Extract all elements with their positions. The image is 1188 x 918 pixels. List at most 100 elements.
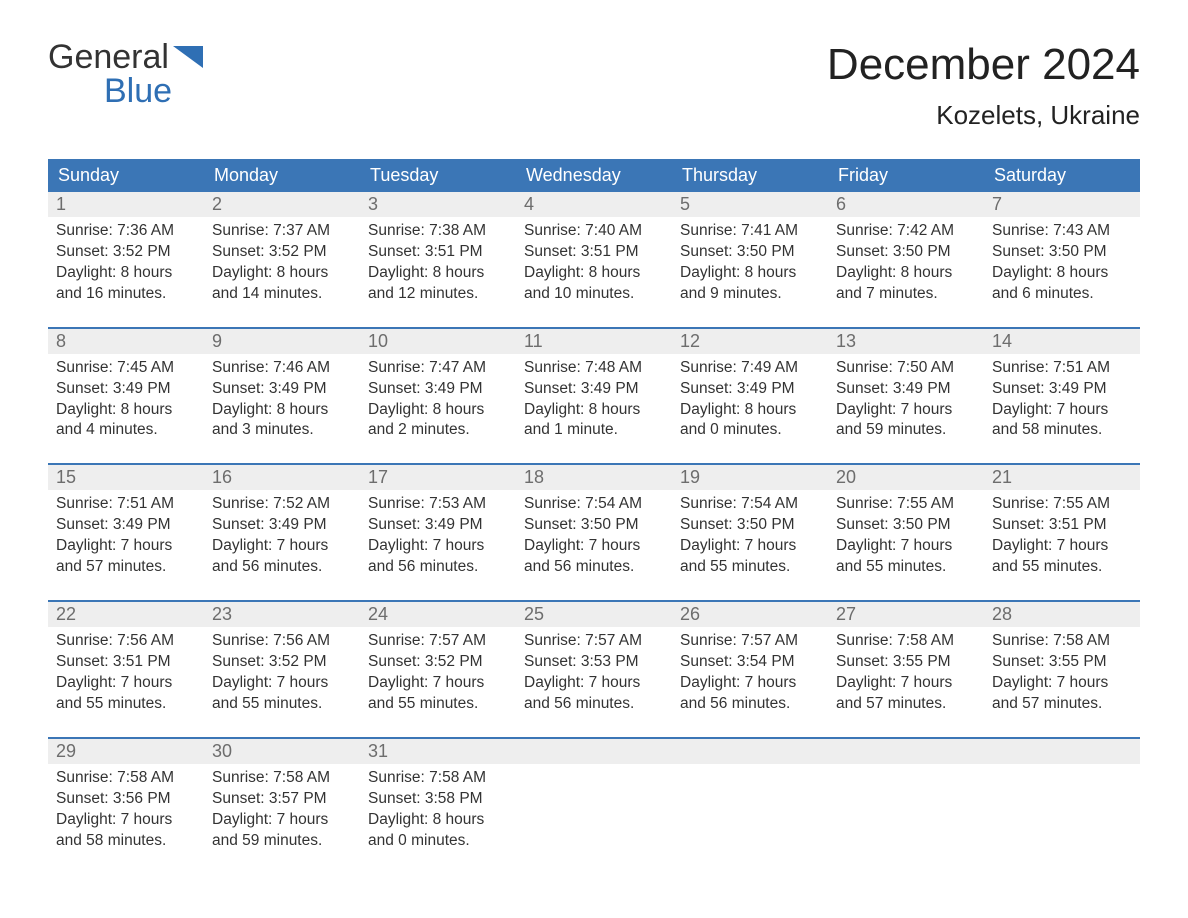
sunset-text: Sunset: 3:50 PM	[836, 515, 976, 536]
daylight-line2: and 0 minutes.	[368, 831, 508, 852]
sunset-text: Sunset: 3:49 PM	[212, 379, 352, 400]
week-wrapper: 1234567Sunrise: 7:36 AMSunset: 3:52 PMDa…	[48, 192, 1140, 313]
day-number: 19	[672, 465, 828, 490]
sunset-text: Sunset: 3:49 PM	[680, 379, 820, 400]
day-cell: Sunrise: 7:56 AMSunset: 3:51 PMDaylight:…	[48, 627, 204, 723]
day-data-row: Sunrise: 7:36 AMSunset: 3:52 PMDaylight:…	[48, 217, 1140, 313]
day-number: 12	[672, 329, 828, 354]
sunrise-text: Sunrise: 7:52 AM	[212, 494, 352, 515]
sunrise-text: Sunrise: 7:42 AM	[836, 221, 976, 242]
day-cell: Sunrise: 7:54 AMSunset: 3:50 PMDaylight:…	[516, 490, 672, 586]
daylight-line1: Daylight: 7 hours	[212, 536, 352, 557]
week-spacer	[48, 449, 1140, 463]
daylight-line2: and 16 minutes.	[56, 284, 196, 305]
daylight-line1: Daylight: 7 hours	[680, 673, 820, 694]
day-number-row: 15161718192021	[48, 465, 1140, 490]
daylight-line2: and 9 minutes.	[680, 284, 820, 305]
day-cell	[828, 764, 984, 860]
daylight-line1: Daylight: 7 hours	[56, 536, 196, 557]
location-text: Kozelets, Ukraine	[827, 100, 1140, 131]
sunset-text: Sunset: 3:49 PM	[368, 379, 508, 400]
brand-top-text: General	[48, 40, 169, 74]
daylight-line1: Daylight: 8 hours	[56, 400, 196, 421]
day-cell: Sunrise: 7:40 AMSunset: 3:51 PMDaylight:…	[516, 217, 672, 313]
day-number-row: 293031	[48, 739, 1140, 764]
day-cell: Sunrise: 7:50 AMSunset: 3:49 PMDaylight:…	[828, 354, 984, 450]
sunset-text: Sunset: 3:51 PM	[524, 242, 664, 263]
day-data-row: Sunrise: 7:56 AMSunset: 3:51 PMDaylight:…	[48, 627, 1140, 723]
daylight-line2: and 57 minutes.	[836, 694, 976, 715]
sunrise-text: Sunrise: 7:57 AM	[680, 631, 820, 652]
day-number: 27	[828, 602, 984, 627]
sunset-text: Sunset: 3:49 PM	[212, 515, 352, 536]
sunrise-text: Sunrise: 7:41 AM	[680, 221, 820, 242]
daylight-line2: and 12 minutes.	[368, 284, 508, 305]
daylight-line1: Daylight: 7 hours	[836, 536, 976, 557]
sunset-text: Sunset: 3:50 PM	[992, 242, 1132, 263]
week-spacer	[48, 313, 1140, 327]
daylight-line1: Daylight: 7 hours	[368, 536, 508, 557]
day-header-thursday: Thursday	[672, 159, 828, 192]
day-number: 22	[48, 602, 204, 627]
daylight-line1: Daylight: 7 hours	[212, 673, 352, 694]
day-cell: Sunrise: 7:56 AMSunset: 3:52 PMDaylight:…	[204, 627, 360, 723]
day-header-saturday: Saturday	[984, 159, 1140, 192]
daylight-line1: Daylight: 8 hours	[680, 400, 820, 421]
daylight-line2: and 55 minutes.	[56, 694, 196, 715]
daylight-line2: and 56 minutes.	[524, 557, 664, 578]
day-data-row: Sunrise: 7:45 AMSunset: 3:49 PMDaylight:…	[48, 354, 1140, 450]
day-cell: Sunrise: 7:57 AMSunset: 3:52 PMDaylight:…	[360, 627, 516, 723]
day-cell: Sunrise: 7:42 AMSunset: 3:50 PMDaylight:…	[828, 217, 984, 313]
sunset-text: Sunset: 3:50 PM	[680, 242, 820, 263]
day-data-row: Sunrise: 7:58 AMSunset: 3:56 PMDaylight:…	[48, 764, 1140, 860]
sunset-text: Sunset: 3:50 PM	[836, 242, 976, 263]
daylight-line2: and 10 minutes.	[524, 284, 664, 305]
sunrise-text: Sunrise: 7:58 AM	[992, 631, 1132, 652]
day-number: 11	[516, 329, 672, 354]
day-number: 30	[204, 739, 360, 764]
daylight-line2: and 58 minutes.	[56, 831, 196, 852]
sunset-text: Sunset: 3:49 PM	[992, 379, 1132, 400]
daylight-line1: Daylight: 8 hours	[368, 810, 508, 831]
daylight-line1: Daylight: 8 hours	[368, 263, 508, 284]
day-number-row: 891011121314	[48, 329, 1140, 354]
day-cell: Sunrise: 7:57 AMSunset: 3:54 PMDaylight:…	[672, 627, 828, 723]
sunrise-text: Sunrise: 7:54 AM	[680, 494, 820, 515]
week-wrapper: 15161718192021Sunrise: 7:51 AMSunset: 3:…	[48, 463, 1140, 586]
day-cell: Sunrise: 7:45 AMSunset: 3:49 PMDaylight:…	[48, 354, 204, 450]
sunrise-text: Sunrise: 7:43 AM	[992, 221, 1132, 242]
daylight-line2: and 56 minutes.	[680, 694, 820, 715]
day-number: 15	[48, 465, 204, 490]
day-number: 4	[516, 192, 672, 217]
sunrise-text: Sunrise: 7:38 AM	[368, 221, 508, 242]
sunset-text: Sunset: 3:53 PM	[524, 652, 664, 673]
day-number: 24	[360, 602, 516, 627]
day-header-wednesday: Wednesday	[516, 159, 672, 192]
sunset-text: Sunset: 3:55 PM	[992, 652, 1132, 673]
day-number: 20	[828, 465, 984, 490]
day-cell: Sunrise: 7:51 AMSunset: 3:49 PMDaylight:…	[984, 354, 1140, 450]
daylight-line1: Daylight: 8 hours	[680, 263, 820, 284]
sunset-text: Sunset: 3:52 PM	[212, 242, 352, 263]
day-number: 2	[204, 192, 360, 217]
day-header-friday: Friday	[828, 159, 984, 192]
daylight-line1: Daylight: 8 hours	[56, 263, 196, 284]
sunrise-text: Sunrise: 7:57 AM	[524, 631, 664, 652]
daylight-line1: Daylight: 7 hours	[524, 673, 664, 694]
day-number: 5	[672, 192, 828, 217]
daylight-line2: and 55 minutes.	[680, 557, 820, 578]
sunrise-text: Sunrise: 7:57 AM	[368, 631, 508, 652]
daylight-line1: Daylight: 7 hours	[992, 536, 1132, 557]
sunset-text: Sunset: 3:55 PM	[836, 652, 976, 673]
sunrise-text: Sunrise: 7:45 AM	[56, 358, 196, 379]
day-cell	[516, 764, 672, 860]
sunrise-text: Sunrise: 7:58 AM	[212, 768, 352, 789]
sunset-text: Sunset: 3:51 PM	[56, 652, 196, 673]
daylight-line2: and 59 minutes.	[836, 420, 976, 441]
sunset-text: Sunset: 3:52 PM	[368, 652, 508, 673]
sunset-text: Sunset: 3:52 PM	[212, 652, 352, 673]
brand-flag-icon	[173, 40, 203, 74]
day-cell: Sunrise: 7:54 AMSunset: 3:50 PMDaylight:…	[672, 490, 828, 586]
daylight-line1: Daylight: 7 hours	[212, 810, 352, 831]
day-cell: Sunrise: 7:49 AMSunset: 3:49 PMDaylight:…	[672, 354, 828, 450]
